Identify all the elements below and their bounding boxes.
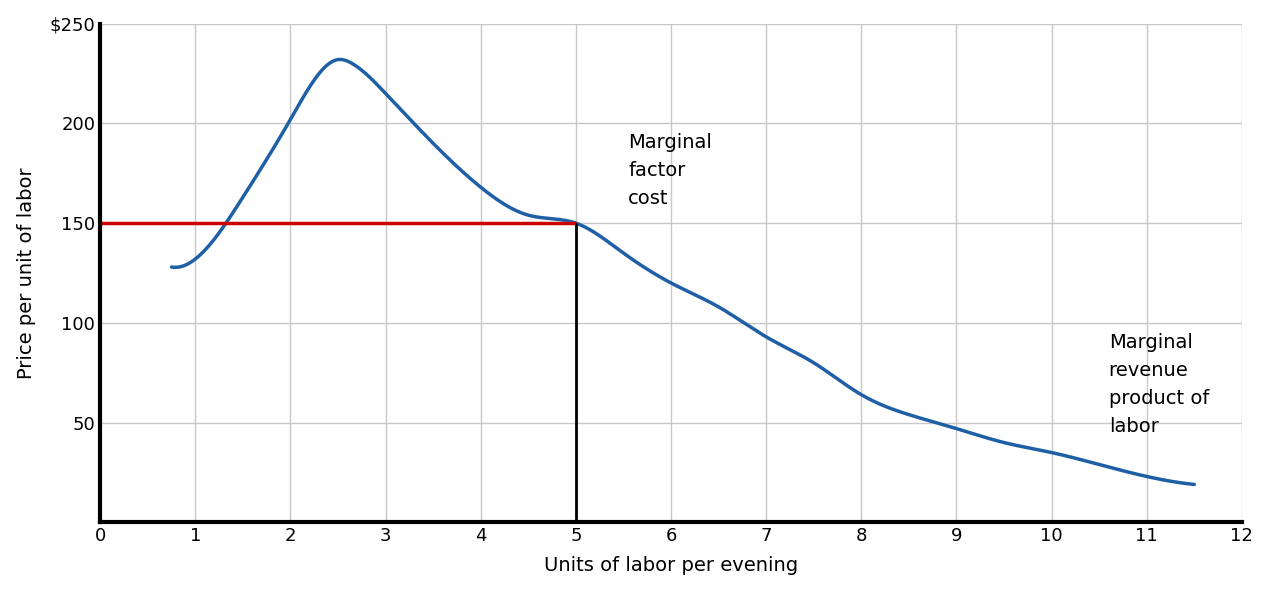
Text: Marginal
revenue
product of
labor: Marginal revenue product of labor	[1109, 333, 1209, 436]
X-axis label: Units of labor per evening: Units of labor per evening	[544, 556, 798, 575]
Text: Marginal
factor
cost: Marginal factor cost	[629, 133, 712, 208]
Y-axis label: Price per unit of labor: Price per unit of labor	[17, 167, 36, 379]
